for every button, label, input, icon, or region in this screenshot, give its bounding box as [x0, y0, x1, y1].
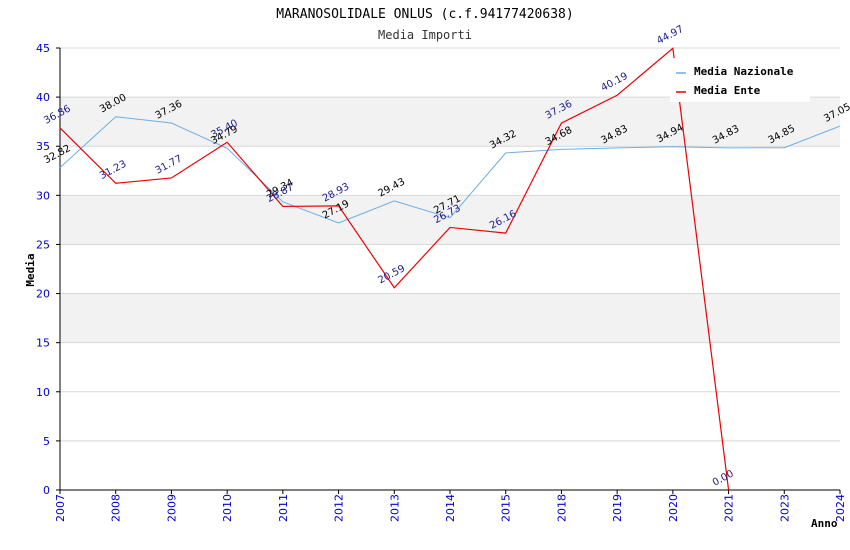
x-tick-label: 2010 [221, 494, 234, 522]
y-tick-label: 0 [43, 484, 50, 497]
series-line-nazionale [59, 116, 841, 224]
x-tick-label: 2020 [667, 494, 680, 522]
legend-label-ente: Media Ente [694, 84, 761, 97]
x-axis-ticks: 2007 2008 2009 2010 2011 2012 2013 2014 2015 2018… [54, 490, 847, 522]
y-tick-label: 25 [36, 238, 50, 251]
legend-box [670, 58, 810, 102]
background-band [60, 195, 840, 245]
x-tick-label: 2024 [834, 494, 847, 522]
y-tick-label: 15 [36, 337, 50, 350]
y-tick-label: 30 [36, 189, 50, 202]
legend-label-nazionale: Media Nazionale [694, 65, 794, 78]
data-label-ente: 0.00 [711, 468, 736, 488]
background-band [60, 293, 840, 343]
x-tick-label: 2011 [277, 494, 290, 522]
y-tick-label: 20 [36, 288, 50, 301]
x-tick-label: 2015 [500, 494, 513, 522]
y-axis-label: Media [24, 253, 37, 286]
series-line-ente [59, 47, 730, 491]
x-tick-label: 2018 [555, 494, 568, 522]
gridlines [60, 47, 840, 442]
legend: Media Nazionale Media Ente [670, 58, 810, 102]
y-tick-label: 10 [36, 386, 50, 399]
x-tick-label: 2012 [333, 494, 346, 522]
x-tick-label: 2019 [611, 494, 624, 522]
x-tick-label: 2021 [723, 494, 736, 522]
x-tick-label: 2008 [110, 494, 123, 522]
background-bands [60, 97, 840, 343]
y-tick-label: 40 [36, 91, 50, 104]
y-tick-label: 35 [36, 140, 50, 153]
data-label-ente: 20.59 [377, 263, 407, 286]
y-axis-ticks: 0 5 10 15 20 25 30 35 40 45 [36, 42, 60, 497]
x-tick-label: 2023 [778, 494, 791, 522]
x-tick-label: 2014 [444, 494, 457, 522]
x-axis-label: Anno [811, 517, 838, 530]
data-label-ente: 31.23 [98, 159, 128, 182]
y-tick-label: 5 [43, 435, 50, 448]
chart-subtitle: Media Importi [378, 28, 472, 42]
background-band [60, 97, 840, 147]
y-tick-label: 45 [36, 42, 50, 55]
data-label-ente: 40.19 [599, 71, 629, 94]
data-label-ente: 44.97 [655, 24, 685, 47]
chart-title: MARANOSOLIDALE ONLUS (c.f.94177420638) [276, 7, 573, 22]
x-tick-label: 2013 [388, 494, 401, 522]
x-tick-label: 2009 [165, 494, 178, 522]
x-tick-label: 2007 [54, 494, 67, 522]
series-lines [59, 47, 841, 491]
